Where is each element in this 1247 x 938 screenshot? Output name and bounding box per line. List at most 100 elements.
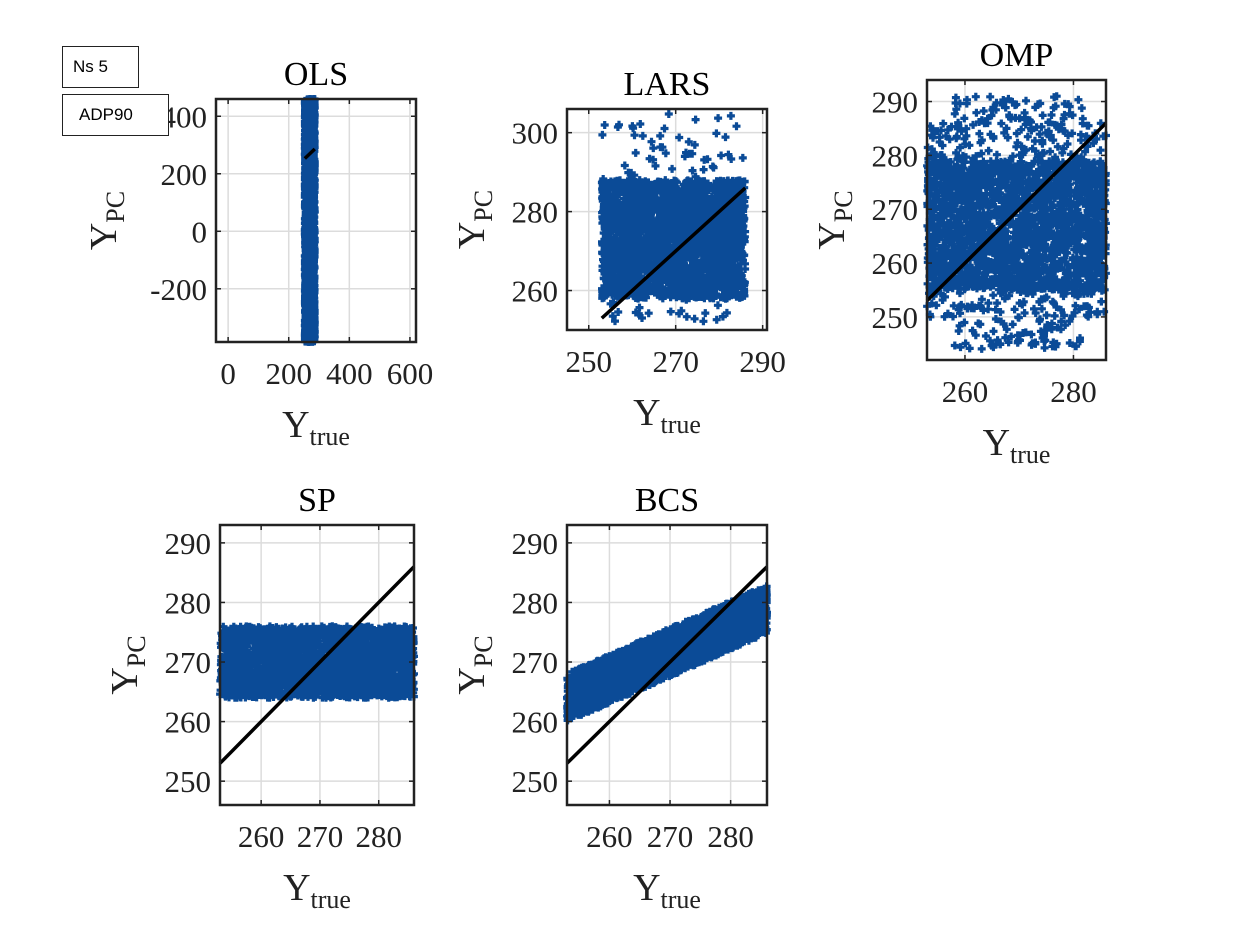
- axes-box: [218, 523, 416, 807]
- x-tick-label: 280: [707, 819, 754, 854]
- y-tick-label: 280: [512, 585, 559, 620]
- y-axis-label-sub: PC: [101, 191, 130, 223]
- x-axis-label-sub: true: [310, 422, 350, 451]
- y-axis-label-base: Y: [451, 222, 493, 249]
- x-tick-label: 260: [586, 819, 633, 854]
- y-tick-label: 280: [872, 138, 919, 173]
- y-axis-label: YPC: [83, 191, 130, 250]
- x-axis-label: Ytrue: [983, 422, 1051, 469]
- reference-line: [925, 121, 1108, 303]
- y-tick-label: 0: [192, 214, 208, 249]
- x-tick-label: 400: [326, 356, 373, 391]
- y-tick-label: 250: [872, 300, 919, 335]
- x-tick-label: 280: [1050, 374, 1097, 409]
- scatter-markers: [923, 92, 1110, 353]
- x-tick-label: 270: [297, 819, 344, 854]
- x-tick-label: 600: [387, 356, 434, 391]
- y-axis-label-base: Y: [104, 667, 146, 694]
- reference-line: [565, 565, 769, 765]
- x-tick-label: 0: [220, 356, 236, 391]
- x-tick-label: 270: [647, 819, 694, 854]
- y-tick-label: -200: [150, 272, 207, 307]
- x-tick-label: 250: [565, 344, 612, 379]
- x-tick-label: 200: [265, 356, 312, 391]
- subplot-title: OLS: [284, 56, 348, 93]
- y-tick-label: 280: [165, 585, 212, 620]
- x-axis-label: Ytrue: [633, 392, 701, 439]
- x-axis-label: Ytrue: [633, 867, 701, 914]
- y-axis-label: YPC: [451, 635, 498, 694]
- scatter-points: [216, 565, 418, 765]
- scatter-points: [300, 95, 319, 346]
- reference-line: [303, 147, 316, 160]
- y-axis-label-sub: PC: [469, 635, 498, 667]
- x-tick-label: 260: [238, 819, 285, 854]
- x-axis-label-sub: true: [1010, 440, 1050, 469]
- x-axis-label-sub: true: [661, 885, 701, 914]
- x-tick-label: 270: [652, 344, 699, 379]
- y-tick-label: 250: [512, 764, 559, 799]
- y-tick-label: 260: [512, 705, 559, 740]
- x-axis-label-base: Y: [633, 392, 660, 434]
- y-tick-label: 290: [512, 526, 559, 561]
- y-tick-label: 260: [512, 274, 559, 309]
- x-tick-label: 290: [739, 344, 786, 379]
- y-tick-label: 200: [161, 157, 208, 192]
- scatter-points: [563, 565, 771, 765]
- axes-box: [565, 107, 769, 332]
- subplot-title: OMP: [980, 37, 1054, 74]
- x-axis-label-base: Y: [633, 867, 660, 909]
- x-axis-label-sub: true: [661, 410, 701, 439]
- y-tick-label: 300: [512, 116, 559, 151]
- y-axis-label: YPC: [451, 190, 498, 249]
- annotation-adp-box: ADP90: [62, 94, 169, 136]
- scatter-markers: [563, 582, 771, 725]
- x-axis-label-base: Y: [282, 404, 309, 446]
- reference-line: [600, 186, 747, 320]
- y-axis-label-base: Y: [811, 222, 853, 249]
- x-axis-label: Ytrue: [282, 404, 350, 451]
- scatter-markers: [216, 622, 418, 702]
- y-tick-label: 260: [872, 246, 919, 281]
- y-axis-label-sub: PC: [469, 190, 498, 222]
- y-tick-label: 290: [165, 526, 212, 561]
- axes-box: [925, 78, 1108, 362]
- y-axis-label-base: Y: [451, 667, 493, 694]
- x-axis-label-base: Y: [283, 867, 310, 909]
- subplot-title: BCS: [635, 482, 699, 519]
- scatter-markers: [300, 95, 319, 346]
- y-tick-label: 250: [165, 764, 212, 799]
- annotation-ns-text: Ns 5: [73, 57, 108, 76]
- y-axis-label-base: Y: [83, 223, 125, 250]
- subplot-title: LARS: [624, 66, 711, 103]
- annotation-adp-text: ADP90: [79, 105, 133, 124]
- x-tick-label: 280: [355, 819, 402, 854]
- y-tick-label: 270: [512, 645, 559, 680]
- x-tick-label: 260: [942, 374, 989, 409]
- y-tick-label: 270: [165, 645, 212, 680]
- scatter-markers: [597, 110, 750, 326]
- subplot-title: SP: [298, 482, 336, 519]
- y-axis-label-sub: PC: [122, 635, 151, 667]
- axes-box: [214, 97, 418, 344]
- x-axis-label-sub: true: [311, 885, 351, 914]
- y-tick-label: 260: [165, 705, 212, 740]
- scatter-points: [597, 110, 750, 326]
- x-axis-label: Ytrue: [283, 867, 351, 914]
- y-axis-label: YPC: [104, 635, 151, 694]
- annotation-ns-box: Ns 5: [62, 46, 139, 88]
- x-axis-label-base: Y: [983, 422, 1010, 464]
- y-axis-label-sub: PC: [829, 190, 858, 222]
- axes-box: [565, 523, 769, 807]
- y-axis-label: YPC: [811, 190, 858, 249]
- y-tick-label: 290: [872, 85, 919, 120]
- y-tick-label: 280: [512, 195, 559, 230]
- reference-line: [218, 565, 416, 765]
- scatter-points: [923, 92, 1110, 353]
